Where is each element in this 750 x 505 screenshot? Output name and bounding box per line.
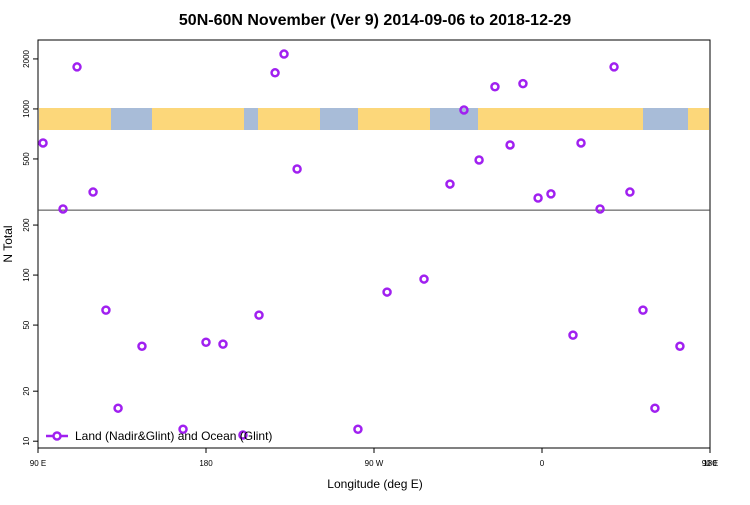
y-tick-label: 2000	[22, 49, 31, 67]
point	[137, 341, 147, 351]
plot-frame	[37, 39, 711, 449]
point	[419, 274, 429, 284]
point	[279, 49, 289, 59]
point	[292, 164, 302, 174]
legend-label: Land (Nadir&Glint) and Ocean (Glint)	[75, 429, 272, 443]
point	[72, 62, 82, 72]
y-tick-label: 50	[22, 320, 31, 329]
legend-marker	[52, 431, 62, 441]
point	[38, 138, 48, 148]
point	[254, 310, 264, 320]
point	[595, 204, 605, 214]
point	[546, 189, 556, 199]
y-tick-label: 500	[22, 152, 31, 166]
map-band	[39, 108, 709, 130]
point	[490, 82, 500, 92]
chart-title: 50N-60N November (Ver 9) 2014-09-06 to 2…	[179, 12, 571, 29]
point	[382, 287, 392, 297]
point	[625, 187, 635, 197]
point	[178, 424, 188, 435]
point	[270, 68, 280, 78]
point	[201, 337, 211, 348]
point	[474, 155, 484, 165]
x-tick-label: 90 E	[702, 459, 718, 468]
point	[505, 140, 515, 150]
point	[58, 204, 68, 214]
point	[650, 403, 660, 413]
point	[576, 138, 586, 148]
point	[101, 305, 111, 315]
point	[445, 179, 455, 189]
x-tick-label: 180	[703, 459, 717, 468]
y-tick-label: 100	[22, 268, 31, 282]
point	[88, 187, 98, 197]
x-tick-label: 0	[540, 459, 545, 468]
point	[238, 430, 248, 440]
point	[675, 341, 685, 351]
point	[218, 339, 228, 349]
x-axis-label: Longitude (deg E)	[327, 477, 422, 491]
point	[568, 330, 578, 340]
y-tick-label: 1000	[22, 99, 31, 117]
y-axis-label: N Total	[1, 225, 15, 262]
x-tick-label: 180	[199, 459, 213, 468]
point	[609, 62, 619, 72]
point	[113, 403, 123, 413]
y-tick-label: 10	[22, 436, 31, 445]
y-tick-label: 200	[22, 218, 31, 232]
point	[533, 193, 543, 203]
x-tick-label: 90 W	[365, 459, 384, 468]
point	[518, 78, 528, 89]
y-tick-label: 20	[22, 386, 31, 395]
point	[638, 305, 648, 315]
point	[459, 105, 469, 115]
x-tick-label: 90 E	[30, 459, 46, 468]
point	[353, 424, 363, 435]
